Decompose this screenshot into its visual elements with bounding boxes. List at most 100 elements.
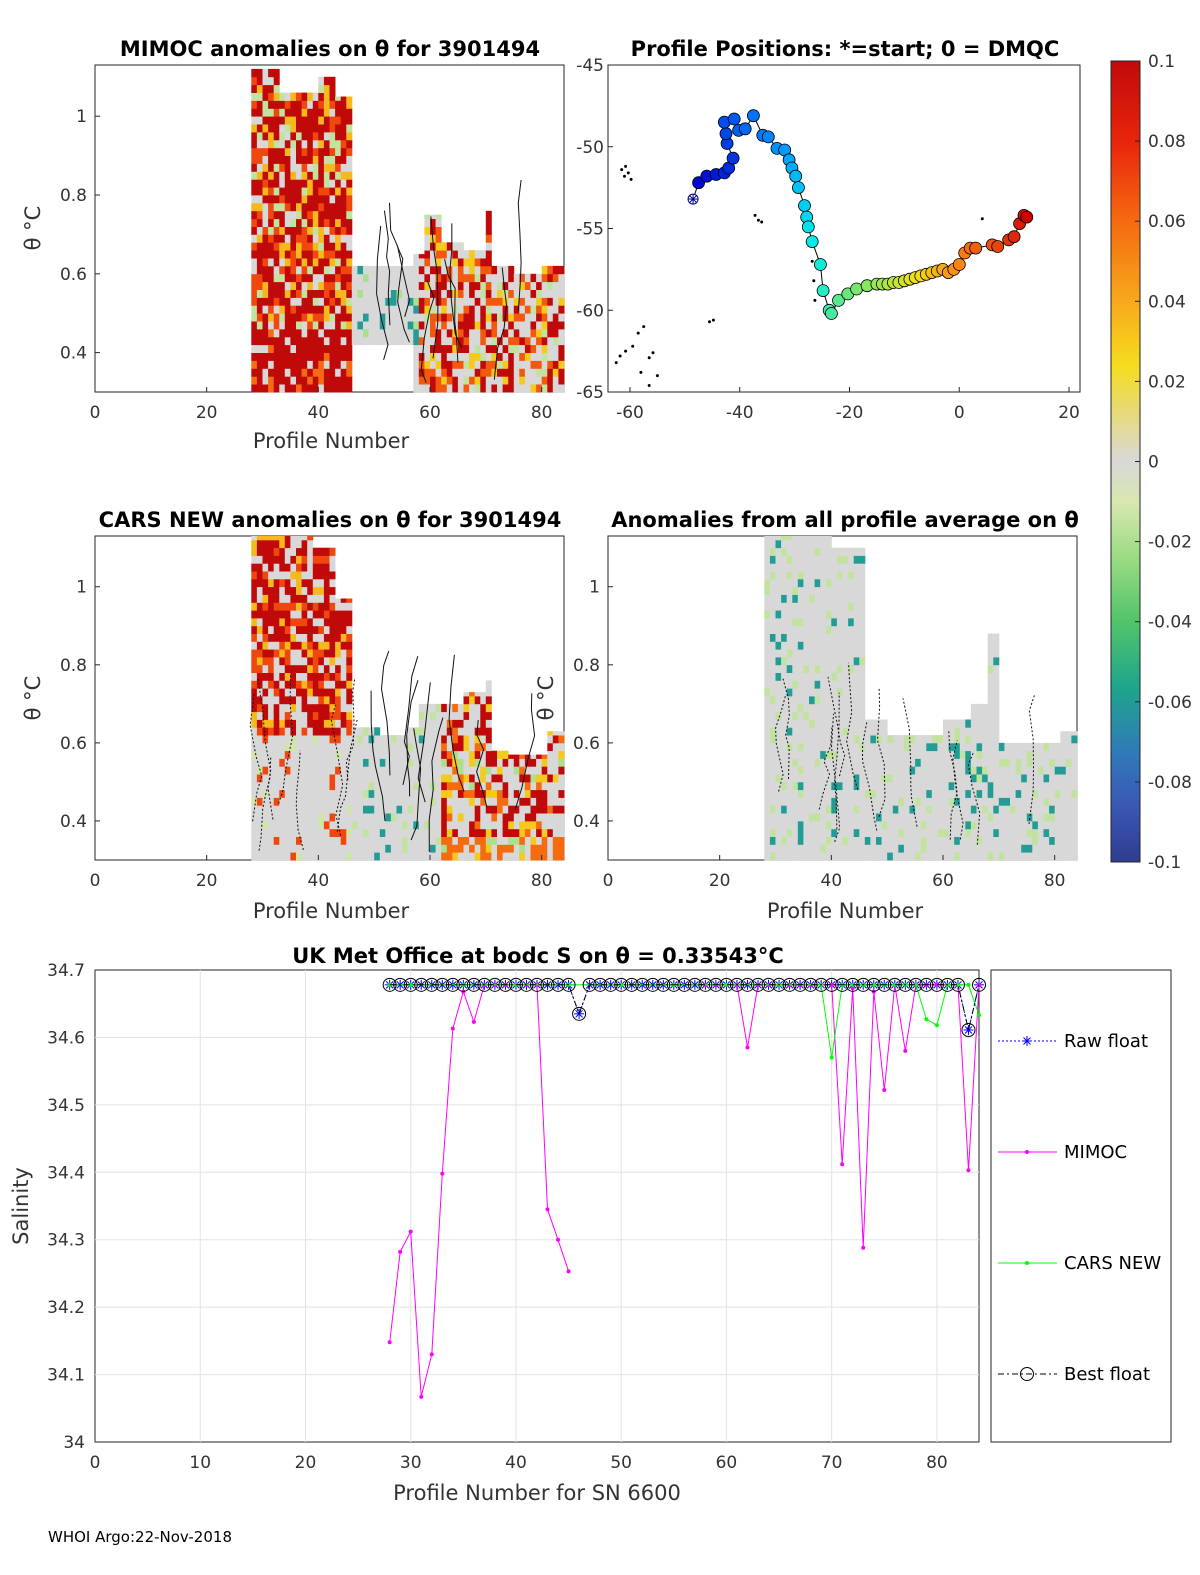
heatmap-cell	[965, 719, 972, 728]
heatmap-cell	[775, 742, 782, 752]
heatmap-cell	[502, 828, 509, 837]
heatmap-cell	[1004, 821, 1011, 830]
heatmap-cell	[340, 155, 347, 164]
heatmap-cell	[831, 805, 838, 814]
heatmap-cell	[318, 352, 325, 361]
heatmap-cell	[485, 774, 492, 783]
heatmap-cell	[256, 265, 263, 275]
heatmap-cell	[346, 179, 353, 188]
heatmap-cell	[368, 836, 375, 845]
heatmap-cell	[993, 797, 1000, 806]
heatmap-cell	[301, 265, 308, 275]
heatmap-cell	[937, 774, 944, 783]
heatmap-cell	[251, 563, 258, 572]
heatmap-cell	[469, 265, 476, 275]
heatmap-cell	[1015, 805, 1022, 814]
heatmap-cell	[284, 688, 291, 697]
heatmap-cell	[1021, 813, 1028, 822]
heatmap-cell	[987, 828, 994, 837]
y-tick-label: 34.2	[47, 1298, 85, 1318]
heatmap-cell	[418, 789, 425, 798]
heatmap-cell	[307, 633, 314, 642]
heatmap-cell	[307, 187, 314, 196]
heatmap-cell	[786, 821, 793, 830]
heatmap-cell	[524, 376, 531, 385]
heatmap-cell	[301, 329, 308, 338]
heatmap-cell	[446, 789, 453, 798]
heatmap-cell	[993, 742, 1000, 752]
heatmap-cell	[279, 242, 286, 251]
heatmap-cell	[1054, 789, 1061, 798]
salinity-axes	[94, 969, 980, 1443]
mimoc-title: MIMOC anomalies on θ for 3901494	[120, 37, 540, 61]
heatmap-cell	[312, 625, 319, 634]
heatmap-cell	[284, 226, 291, 235]
heatmap-cell	[954, 813, 961, 822]
heatmap-cell	[825, 618, 832, 627]
heatmap-cell	[312, 100, 319, 109]
heatmap-cell	[312, 376, 319, 385]
heatmap-cell	[485, 758, 492, 767]
heatmap-cell	[435, 281, 442, 290]
series-marker	[829, 982, 834, 987]
heatmap-cell	[926, 774, 933, 783]
heatmap-cell	[279, 641, 286, 650]
heatmap-cell	[1010, 805, 1016, 814]
heatmap-cell	[558, 360, 565, 369]
heatmap-cell	[497, 852, 503, 861]
heatmap-cell	[273, 84, 280, 93]
heatmap-cell	[558, 265, 565, 275]
heatmap-cell	[541, 281, 548, 290]
heatmap-cell	[836, 828, 843, 837]
heatmap-cell	[318, 703, 325, 713]
land-dot	[756, 218, 760, 222]
heatmap-cell	[340, 719, 347, 728]
heatmap-cell	[530, 789, 537, 798]
heatmap-cell	[987, 789, 994, 798]
heatmap-cell	[296, 797, 302, 806]
heatmap-cell	[903, 852, 910, 861]
heatmap-cell	[959, 844, 966, 853]
heatmap-cell	[987, 836, 994, 845]
heatmap-cell	[809, 594, 815, 603]
series-marker	[466, 977, 481, 992]
heatmap-cell	[853, 571, 860, 580]
heatmap-cell	[508, 360, 515, 369]
heatmap-cell	[781, 688, 788, 697]
heatmap-cell	[502, 273, 509, 283]
heatmap-cell	[809, 555, 815, 564]
heatmap-cell	[279, 250, 286, 259]
heatmap-cell	[301, 352, 308, 361]
heatmap-cell	[769, 844, 776, 853]
heatmap-cell	[273, 384, 280, 393]
heatmap-cell	[764, 633, 771, 642]
heatmap-cell	[558, 344, 565, 353]
heatmap-cell	[273, 92, 280, 101]
heatmap-cell	[976, 742, 983, 752]
heatmap-cell	[307, 563, 314, 572]
heatmap-cell	[993, 735, 1000, 744]
heatmap-cell	[312, 578, 319, 588]
heatmap-cell	[413, 376, 420, 385]
heatmap-cell	[413, 265, 420, 275]
heatmap-cell	[290, 297, 297, 306]
heatmap-cell	[558, 789, 565, 798]
heatmap-cell	[385, 844, 392, 853]
heatmap-cell	[842, 649, 849, 658]
heatmap-cell	[290, 766, 297, 775]
heatmap-cell	[1021, 774, 1028, 783]
heatmap-cell	[368, 735, 375, 744]
heatmap-cell	[318, 329, 325, 338]
heatmap-cell	[335, 610, 342, 619]
heatmap-cell	[987, 727, 994, 736]
heatmap-cell	[536, 774, 543, 783]
heatmap-cell	[390, 766, 397, 775]
heatmap-cell	[301, 758, 308, 767]
heatmap-cell	[318, 250, 325, 259]
heatmap-cell	[814, 602, 821, 611]
heatmap-cell	[346, 797, 353, 806]
heatmap-cell	[502, 329, 509, 338]
heatmap-cell	[284, 571, 291, 580]
heatmap-cell	[954, 774, 961, 783]
heatmap-cell	[797, 774, 804, 783]
